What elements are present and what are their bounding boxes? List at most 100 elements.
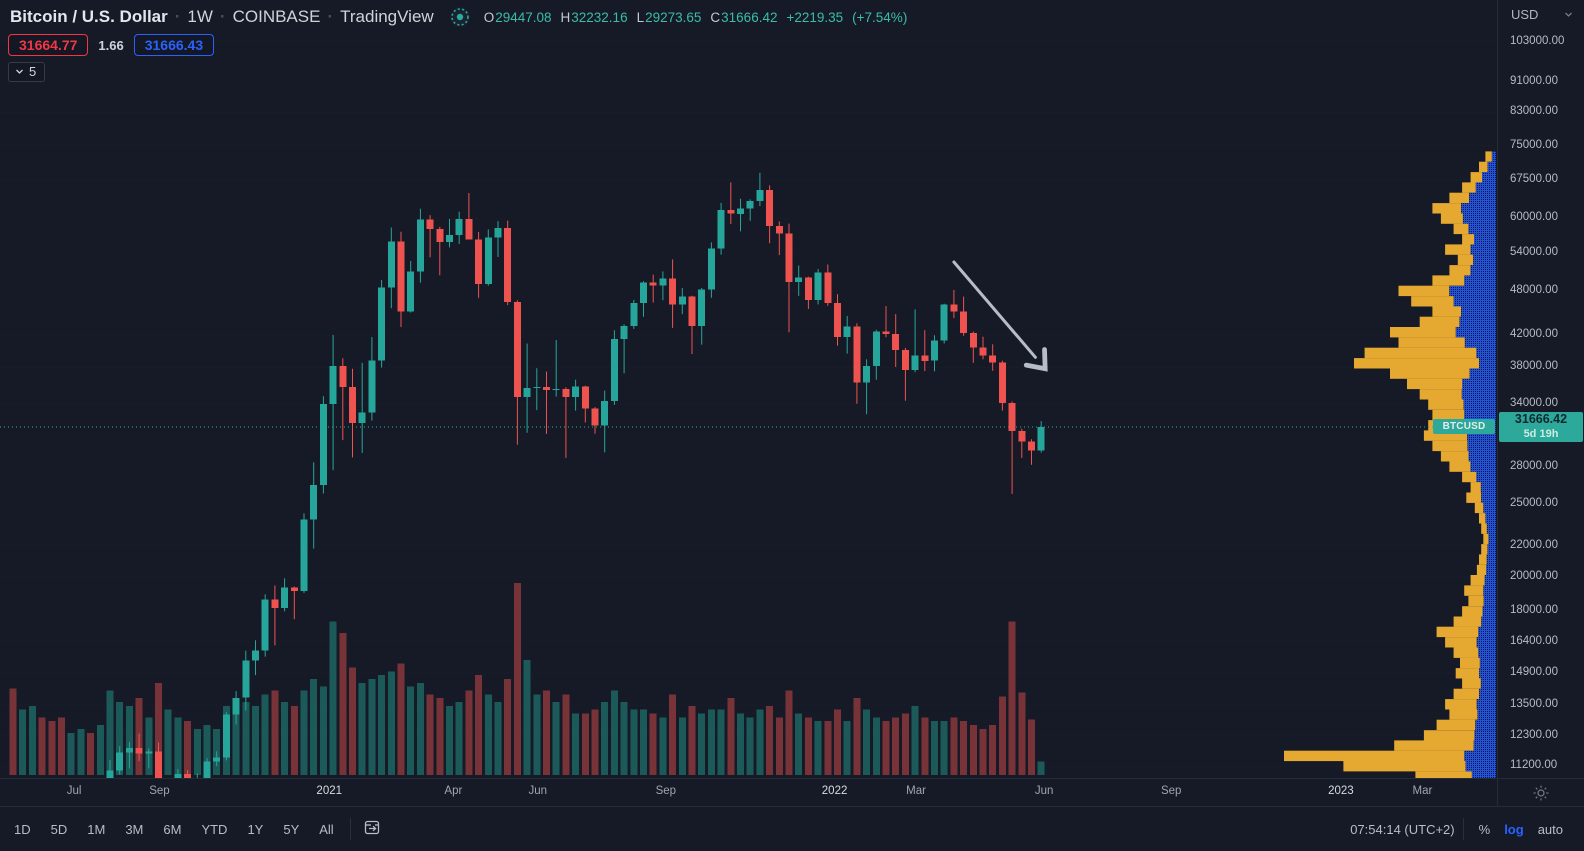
candle-body	[814, 272, 822, 301]
time-tick-label: 2021	[316, 785, 343, 797]
chevron-down-icon	[16, 69, 23, 74]
volume-profile-row-sell	[1479, 513, 1486, 524]
price-tick-label: 14900.00	[1510, 666, 1558, 679]
volume-profile-row-sell	[1464, 585, 1484, 596]
calendar-arrow-icon	[364, 820, 379, 835]
auto-scale-button[interactable]: auto	[1531, 818, 1570, 841]
buy-price-button[interactable]: 31666.43	[133, 34, 215, 56]
symbol-name[interactable]: Bitcoin / U.S. Dollar	[10, 7, 168, 26]
candle-body	[213, 757, 221, 762]
volume-bar	[979, 728, 987, 775]
volume-bar	[329, 621, 337, 775]
clock-timezone[interactable]: 07:54:14 (UTC+2)	[1350, 821, 1455, 837]
candle-body	[979, 347, 987, 356]
candle-body	[125, 747, 133, 753]
candle-body	[775, 226, 783, 234]
candle-body	[1028, 441, 1035, 451]
range-button-1d[interactable]: 1D	[6, 818, 39, 841]
volume-profile-row-buy	[1474, 730, 1496, 741]
volume-bar	[562, 694, 570, 775]
sell-price-button[interactable]: 31664.77	[8, 34, 89, 56]
volume-profile-row-sell	[1462, 234, 1474, 245]
volume-profile-row-sell	[1436, 626, 1479, 638]
volume-profile-row-sell	[1453, 223, 1469, 235]
candle-body	[475, 239, 483, 284]
volume-bar	[106, 690, 114, 775]
range-button-3m[interactable]: 3M	[117, 818, 151, 841]
log-scale-button[interactable]: log	[1497, 818, 1531, 841]
range-button-6m[interactable]: 6M	[155, 818, 189, 841]
interval-label[interactable]: 1W	[187, 7, 213, 26]
volume-bar	[581, 713, 589, 775]
volume-profile-row-sell	[1468, 595, 1484, 607]
platform-label[interactable]: TradingView	[340, 7, 434, 26]
chart-pane[interactable]: BTCUSD	[0, 0, 1496, 778]
volume-profile-row-sell	[1449, 709, 1478, 720]
price-axis[interactable]: USD 103000.00 91000.00 83000.00 75000.00 675…	[1497, 0, 1584, 778]
time-tick-label: Jun	[528, 785, 548, 797]
candle-body	[271, 599, 279, 609]
volume-profile-row-sell	[1462, 471, 1477, 483]
range-button-ytd[interactable]: YTD	[193, 818, 235, 841]
volume-profile-row-sell	[1440, 451, 1469, 462]
volume-profile-row-buy	[1449, 285, 1496, 297]
range-button-1m[interactable]: 1M	[79, 818, 113, 841]
candlestick-chart-canvas[interactable]	[0, 0, 1496, 778]
close-value: 31666.42	[721, 9, 778, 25]
last-price-value: 31666.42	[1514, 411, 1568, 426]
volume-profile-row-sell	[1415, 771, 1472, 778]
volume-bar	[901, 713, 909, 775]
volume-bar	[252, 705, 259, 775]
volume-profile-row-buy	[1486, 554, 1496, 565]
candle-body	[659, 278, 667, 286]
volume-profile-row-sell	[1485, 151, 1492, 162]
volume-profile-row-sell	[1411, 296, 1454, 307]
buy-sell-panel: 31664.77 1.66 31666.43	[8, 34, 215, 56]
candle-body	[901, 350, 909, 370]
drawing-arrow-annotation[interactable]	[952, 260, 1048, 372]
price-tick-label: 54000.00	[1510, 245, 1558, 258]
range-button-1y[interactable]: 1Y	[239, 818, 271, 841]
volume-profile-row-buy	[1459, 316, 1496, 328]
time-tick-label: Sep	[655, 785, 677, 797]
price-tick-label: 12300.00	[1510, 728, 1558, 741]
time-axis[interactable]: Jul Sep 2021 Apr Jun Sep 2022 Mar Jun Sep 2023 Mar	[0, 778, 1497, 806]
candle-body	[523, 388, 531, 397]
volume-bar	[368, 679, 376, 775]
volume-profile-row-sell	[1354, 358, 1479, 369]
spread-value: 1.66	[98, 37, 124, 53]
separator-dot: ·	[219, 7, 226, 26]
volume-profile-row-sell	[1432, 306, 1461, 317]
candle-body	[727, 210, 735, 214]
candle-body	[960, 311, 968, 333]
range-button-5d[interactable]: 5D	[43, 818, 76, 841]
separator-dot: ·	[174, 7, 181, 26]
volume-profile-row-buy	[1480, 482, 1496, 493]
candle-body	[717, 210, 725, 249]
volume-profile-row-buy	[1467, 440, 1496, 452]
volume-profile-row-sell	[1398, 285, 1450, 297]
volume-bar	[552, 702, 560, 775]
time-tick-label: Mar	[1412, 785, 1433, 797]
time-tick-label: Sep	[1160, 785, 1182, 797]
arrow-drawing	[952, 260, 1048, 372]
collapsed-indicators-dropdown[interactable]: 5	[8, 62, 46, 82]
currency-selector[interactable]: USD	[1511, 7, 1573, 22]
volume-profile-row-buy	[1485, 513, 1496, 524]
range-button-5y[interactable]: 5Y	[275, 818, 307, 841]
high-value: 32232.16	[571, 9, 628, 25]
volume-profile-row-buy	[1468, 223, 1496, 235]
volume-bar	[58, 717, 65, 775]
volume-profile-row-sell	[1453, 647, 1479, 658]
price-tick-label: 42000.00	[1510, 327, 1558, 340]
candle-body	[707, 248, 715, 290]
range-button-all[interactable]: All	[311, 818, 341, 841]
volume-bar	[824, 721, 832, 775]
percent-scale-button[interactable]: %	[1472, 818, 1498, 841]
candle-body	[358, 412, 366, 423]
candle-body	[252, 650, 259, 661]
go-to-date-button[interactable]	[359, 816, 386, 842]
bottom-toolbar: 1D 5D 1M 3M 6M YTD 1Y 5Y All 07:54:14 (UTC+2) % …	[0, 806, 1584, 851]
axis-settings-corner[interactable]	[1497, 778, 1584, 806]
exchange-label[interactable]: COINBASE	[232, 7, 321, 26]
